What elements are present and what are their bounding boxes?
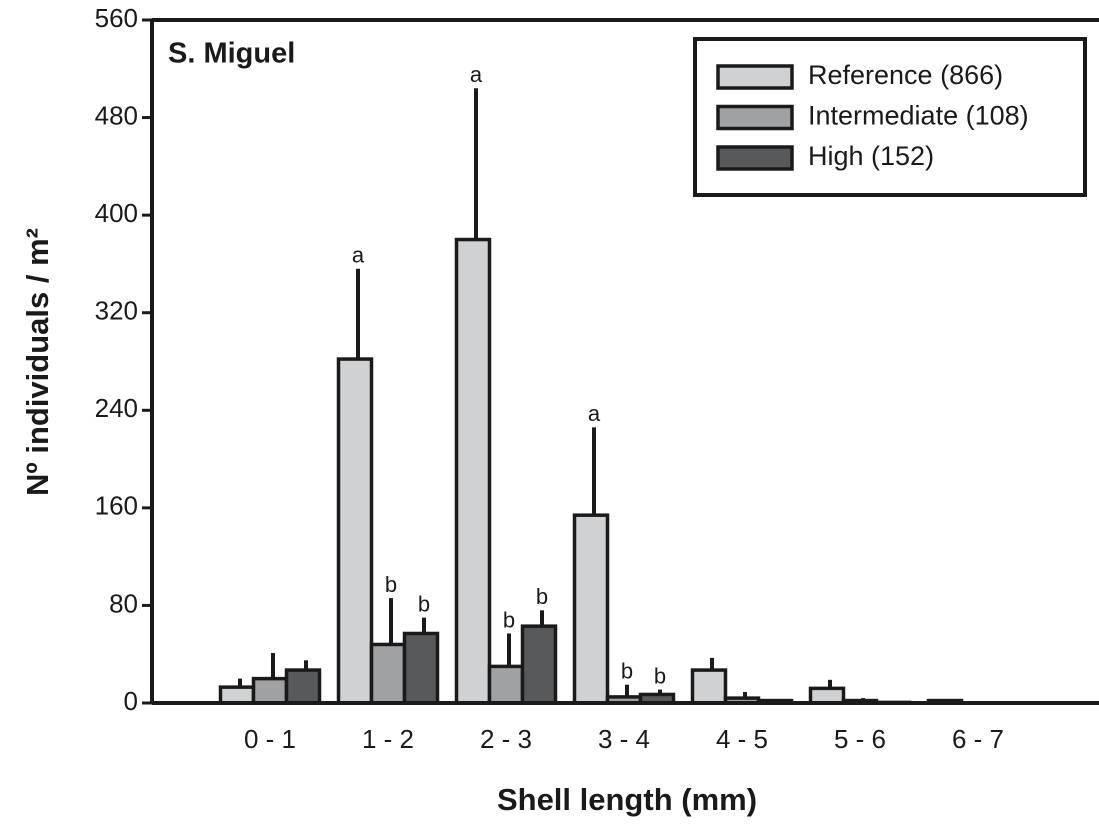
bar	[336, 357, 374, 705]
y-tick-label: 240	[95, 393, 138, 423]
y-tick-label: 0	[124, 686, 138, 716]
bar	[572, 513, 610, 705]
x-tick-label: 0 - 1	[244, 724, 296, 754]
bar	[402, 631, 440, 705]
significance-letter: a	[352, 243, 365, 268]
significance-letter: b	[536, 584, 548, 609]
x-tick-label: 2 - 3	[480, 724, 532, 754]
significance-letter: a	[470, 62, 483, 87]
legend-label: Intermediate (108)	[808, 101, 1029, 131]
y-tick-label: 80	[109, 588, 138, 618]
x-tick-label: 3 - 4	[598, 724, 650, 754]
y-axis-title: Nº individuals / m²	[20, 228, 55, 496]
panel-label: S. Miguel	[168, 38, 295, 70]
legend-swatch	[716, 104, 794, 131]
bar	[284, 668, 322, 705]
y-tick-label: 320	[95, 296, 138, 326]
legend-label: Reference (866)	[808, 60, 1003, 90]
x-tick-label: 1 - 2	[362, 724, 414, 754]
bar	[454, 237, 492, 705]
legend-label: High (152)	[808, 141, 934, 171]
legend-box	[693, 37, 1087, 197]
bar	[369, 642, 407, 705]
legend-swatch	[716, 64, 794, 90]
significance-letter: b	[418, 591, 430, 616]
y-tick-label: 400	[95, 198, 138, 228]
significance-letter: b	[503, 607, 515, 632]
x-axis-title: Shell length (mm)	[497, 782, 757, 817]
bar	[251, 676, 289, 705]
x-tick-label: 4 - 5	[716, 724, 768, 754]
x-tick-label: 6 - 7	[952, 724, 1004, 754]
significance-letter: a	[588, 401, 601, 426]
x-tick-label: 5 - 6	[834, 724, 886, 754]
y-tick-label: 560	[95, 3, 138, 33]
legend-swatch	[716, 145, 794, 171]
bar	[690, 668, 728, 705]
y-tick-label: 480	[95, 100, 138, 130]
significance-letter: b	[654, 663, 666, 688]
significance-letter: b	[621, 659, 633, 684]
bar	[520, 624, 558, 705]
bar	[218, 685, 256, 705]
bar	[808, 686, 846, 705]
y-tick-label: 160	[95, 491, 138, 521]
significance-letter: b	[385, 572, 397, 597]
bar	[487, 664, 525, 705]
